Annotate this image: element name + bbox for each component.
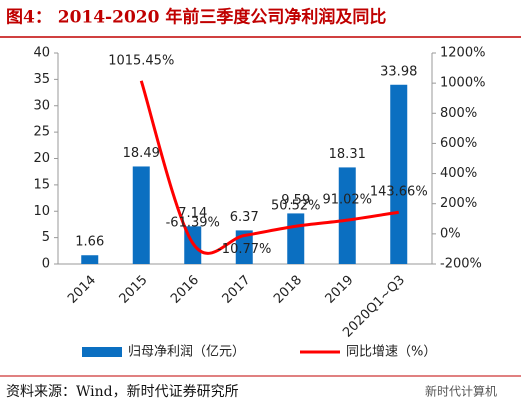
line-label: 143.66% <box>370 185 428 200</box>
x-tick-label: 2015 <box>117 273 151 307</box>
y2-tick-label: 400% <box>440 166 477 181</box>
y-tick-label: 10 <box>33 204 50 219</box>
y2-tick-label: 600% <box>440 136 477 151</box>
bar-label: 9.59 <box>281 193 310 208</box>
y-tick-label: 30 <box>33 98 50 113</box>
bar <box>287 213 305 264</box>
line-label: 91.02% <box>322 193 372 208</box>
bar-label: 7.14 <box>178 206 207 221</box>
source: 资料来源：Wind，新时代证券研究所 <box>6 384 239 400</box>
y-tick-label: 15 <box>33 177 50 192</box>
y-tick-label: 5 <box>42 230 50 245</box>
watermark: 新时代计算机 <box>425 384 497 399</box>
y2-tick-label: -200% <box>440 257 482 272</box>
chart-title: 图4： 2014-2020 年前三季度公司净利润及同比 <box>6 7 386 28</box>
bar <box>81 255 99 264</box>
legend-label: 同比增速（%） <box>346 345 436 360</box>
bar <box>338 167 356 264</box>
line-label: -61.39% <box>166 216 220 231</box>
line-label: -10.77% <box>217 242 271 257</box>
x-tick-label: 2016 <box>168 273 202 307</box>
y-tick-label: 0 <box>42 257 50 272</box>
y2-tick-label: 1200% <box>440 46 485 61</box>
y2-tick-label: 200% <box>440 196 477 211</box>
y2-tick-label: 800% <box>440 106 477 121</box>
y-tick-label: 20 <box>33 151 50 166</box>
y2-tick-label: 1000% <box>440 76 485 91</box>
bar <box>235 230 253 264</box>
x-tick-label: 2019 <box>323 273 357 307</box>
line-label: 1015.45% <box>108 53 174 68</box>
bar <box>390 84 408 265</box>
bar-label: 18.49 <box>123 146 160 161</box>
legend-swatch <box>82 347 122 357</box>
y-tick-label: 35 <box>33 72 50 87</box>
bar-label: 33.98 <box>380 64 417 79</box>
bar <box>132 166 150 264</box>
y2-tick-label: 0% <box>440 226 461 241</box>
bar-label: 6.37 <box>230 210 259 225</box>
x-tick-label: 2014 <box>65 273 99 307</box>
bar-label: 1.66 <box>75 235 104 250</box>
y-tick-label: 25 <box>33 125 50 140</box>
x-tick-label: 2017 <box>220 273 254 307</box>
y-tick-label: 40 <box>33 46 50 61</box>
line-label: 50.52% <box>271 199 321 214</box>
bar-label: 18.31 <box>329 147 366 162</box>
legend-label: 归母净利润（亿元） <box>128 345 245 360</box>
x-tick-label: 2018 <box>271 273 305 307</box>
line <box>139 80 399 255</box>
